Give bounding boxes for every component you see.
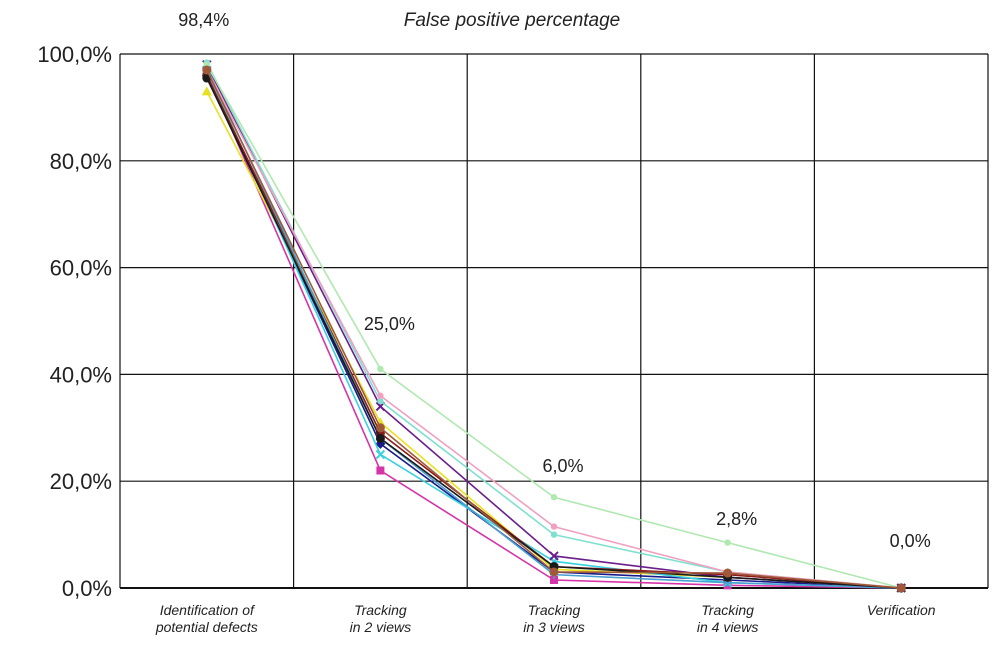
data-point	[896, 583, 906, 593]
data-label: 0,0%	[890, 531, 931, 551]
series-line	[206, 72, 902, 589]
y-tick-label: 60,0%	[50, 256, 112, 281]
data-point	[202, 65, 212, 75]
y-tick-label: 20,0%	[50, 469, 112, 494]
data-point	[375, 423, 385, 433]
data-point	[549, 567, 559, 577]
data-label: 98,4%	[178, 10, 229, 30]
data-point	[550, 494, 558, 501]
data-point	[201, 86, 212, 96]
series-line	[206, 64, 902, 589]
y-tick-label: 40,0%	[50, 362, 112, 387]
series-line	[206, 67, 902, 589]
series-line	[206, 69, 902, 589]
y-tick-label: 0,0%	[62, 576, 112, 601]
series-line	[206, 62, 902, 589]
data-point	[377, 392, 384, 399]
data-label: 2,8%	[716, 509, 757, 529]
gridlines	[119, 53, 989, 589]
data-labels: 98,4% 25,0% 6,0% 2,8% 0,0%	[178, 10, 930, 551]
data-point	[550, 575, 558, 584]
series-line	[206, 75, 902, 589]
data-point	[549, 551, 559, 561]
x-tick-label: Tracking in 4 views	[697, 602, 758, 635]
data-point	[723, 568, 733, 578]
data-label: 25,0%	[364, 314, 415, 334]
data-label: 6,0%	[542, 456, 583, 476]
y-axis-ticks: 0,0% 20,0% 40,0% 60,0% 80,0% 100,0%	[37, 42, 112, 601]
data-point	[550, 531, 558, 538]
data-point	[724, 539, 731, 546]
data-point	[377, 397, 384, 405]
chart-title: False positive percentage	[404, 10, 621, 31]
x-tick-label: Identification of potential defects	[155, 602, 258, 635]
series-group	[201, 59, 907, 593]
x-tick-label: Verification	[867, 602, 936, 618]
data-point	[375, 433, 385, 443]
x-tick-label: Tracking in 2 views	[350, 602, 411, 635]
x-tick-label: Tracking in 3 views	[523, 602, 584, 635]
series-line	[206, 69, 902, 589]
data-point	[550, 523, 558, 530]
series-line	[206, 64, 902, 589]
x-axis-ticks: Identification of potential defects Tracki…	[155, 602, 936, 635]
data-point	[377, 365, 384, 373]
data-point	[375, 449, 386, 460]
series-line	[206, 69, 902, 589]
series-line	[206, 91, 902, 589]
series-line	[206, 77, 902, 589]
y-tick-label: 80,0%	[50, 149, 112, 174]
y-tick-label: 100,0%	[37, 42, 112, 67]
series-line	[206, 75, 902, 589]
data-point	[376, 466, 385, 475]
